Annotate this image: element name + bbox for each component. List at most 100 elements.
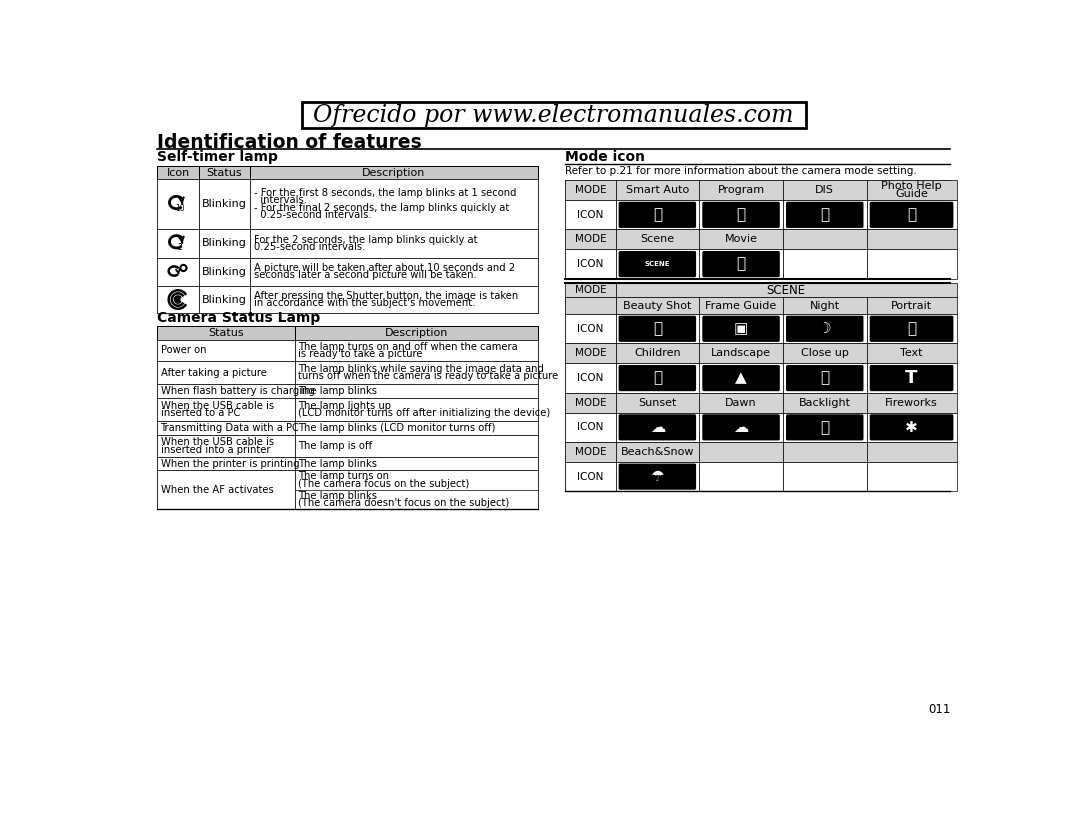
Text: Refer to p.21 for more information about the camera mode setting.: Refer to p.21 for more information about… <box>565 166 917 176</box>
Text: After pressing the Shutter button, the image is taken: After pressing the Shutter button, the i… <box>254 291 517 301</box>
Bar <box>295 340 538 361</box>
Text: 👤: 👤 <box>652 321 662 337</box>
Text: Blinking: Blinking <box>202 199 247 209</box>
Text: Description: Description <box>362 168 426 178</box>
Bar <box>157 398 538 421</box>
Bar <box>699 462 783 491</box>
Text: DIS: DIS <box>815 185 834 196</box>
Bar <box>866 363 957 393</box>
FancyBboxPatch shape <box>702 202 780 228</box>
Text: Landscape: Landscape <box>711 349 771 359</box>
FancyBboxPatch shape <box>702 251 780 277</box>
Bar <box>866 442 957 462</box>
Bar <box>157 456 538 470</box>
Bar <box>616 297 699 314</box>
FancyBboxPatch shape <box>702 414 780 440</box>
FancyBboxPatch shape <box>786 202 864 228</box>
Text: intervals.: intervals. <box>254 196 307 205</box>
Bar <box>783 343 866 363</box>
Bar <box>157 361 295 384</box>
Bar <box>783 314 866 343</box>
Bar <box>866 462 957 491</box>
Text: The lamp blinks (LCD monitor turns off): The lamp blinks (LCD monitor turns off) <box>298 423 495 433</box>
Text: inserted into a printer: inserted into a printer <box>161 445 270 455</box>
Bar <box>699 297 783 314</box>
Bar <box>565 180 950 200</box>
Bar <box>616 180 699 200</box>
Bar <box>699 230 783 249</box>
Text: The lamp turns on: The lamp turns on <box>298 471 389 482</box>
FancyBboxPatch shape <box>619 202 697 228</box>
Bar <box>157 166 538 179</box>
Text: MODE: MODE <box>575 285 606 295</box>
Bar <box>157 286 538 314</box>
Bar <box>565 249 616 279</box>
FancyBboxPatch shape <box>619 251 697 277</box>
Text: Blinking: Blinking <box>202 267 247 277</box>
Bar <box>699 249 783 279</box>
Bar <box>157 435 538 456</box>
Text: 👶: 👶 <box>652 371 662 385</box>
Text: Blinking: Blinking <box>202 294 247 305</box>
Text: Beauty Shot: Beauty Shot <box>623 301 691 311</box>
Text: Movie: Movie <box>725 235 757 244</box>
Text: 📷: 📷 <box>737 207 745 222</box>
Text: 👤: 👤 <box>907 321 916 337</box>
Bar <box>783 462 866 491</box>
Bar <box>783 442 866 462</box>
Bar <box>565 393 950 412</box>
Bar <box>616 249 699 279</box>
Text: ☂: ☂ <box>650 469 664 484</box>
Bar <box>565 462 950 491</box>
Bar <box>157 166 200 179</box>
Bar <box>866 412 957 442</box>
Text: MODE: MODE <box>575 447 606 457</box>
Text: 🖐: 🖐 <box>820 207 829 222</box>
Bar <box>616 200 699 230</box>
FancyBboxPatch shape <box>619 315 697 341</box>
Text: T: T <box>905 369 918 387</box>
Bar <box>699 442 783 462</box>
Text: ☁: ☁ <box>733 420 748 435</box>
Text: inserted to a PC: inserted to a PC <box>161 408 240 418</box>
Bar <box>616 442 699 462</box>
Text: Self-timer lamp: Self-timer lamp <box>157 150 278 164</box>
Bar <box>295 327 538 340</box>
Bar <box>616 343 699 363</box>
Bar <box>200 179 249 229</box>
Bar <box>616 393 699 412</box>
Text: 011: 011 <box>928 703 950 716</box>
Text: MODE: MODE <box>575 185 606 196</box>
Text: When the USB cable is: When the USB cable is <box>161 401 273 411</box>
Text: ☁: ☁ <box>650 420 665 435</box>
Text: Transmitting Data with a PC: Transmitting Data with a PC <box>161 423 299 433</box>
Text: Photo Help: Photo Help <box>881 182 942 192</box>
Bar <box>565 249 950 279</box>
Text: The lamp blinks: The lamp blinks <box>298 386 377 396</box>
Text: The lamp blinks: The lamp blinks <box>298 459 377 469</box>
Bar <box>565 180 616 200</box>
Text: MODE: MODE <box>575 235 606 244</box>
Bar <box>157 258 200 286</box>
Bar <box>616 230 699 249</box>
Bar <box>783 200 866 230</box>
Bar <box>200 286 249 314</box>
Bar <box>565 393 616 412</box>
Bar <box>157 286 200 314</box>
Bar <box>295 361 538 384</box>
Bar <box>565 343 616 363</box>
FancyBboxPatch shape <box>619 464 697 490</box>
Text: ☽: ☽ <box>818 321 832 337</box>
Bar <box>565 462 616 491</box>
Text: Icon: Icon <box>166 168 190 178</box>
Bar <box>565 343 950 363</box>
Bar <box>699 200 783 230</box>
Bar <box>866 314 957 343</box>
Text: Frame Guide: Frame Guide <box>705 301 777 311</box>
Circle shape <box>176 297 180 302</box>
FancyBboxPatch shape <box>869 414 954 440</box>
Bar <box>783 393 866 412</box>
Bar <box>565 230 616 249</box>
Bar <box>157 229 200 258</box>
Bar <box>157 258 538 286</box>
